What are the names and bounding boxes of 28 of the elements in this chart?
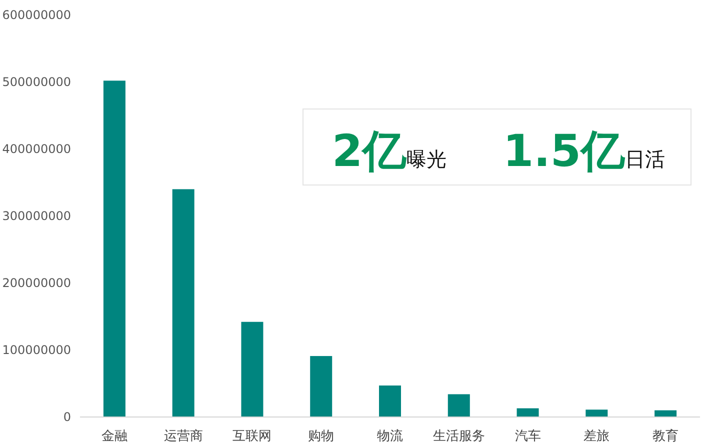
- bar: [241, 322, 264, 417]
- y-tick-label: 600000000: [2, 8, 71, 22]
- bar: [172, 189, 194, 417]
- x-tick-label: 物流: [377, 428, 403, 444]
- y-tick-label: 0: [63, 410, 71, 424]
- x-tick-label: 差旅: [584, 429, 610, 444]
- bar: [516, 408, 539, 417]
- y-tick-label: 100000000: [2, 343, 71, 357]
- y-tick-label: 400000000: [2, 142, 71, 156]
- bar: [379, 386, 401, 417]
- x-tick-label: 金融: [101, 429, 128, 444]
- bar: [586, 410, 608, 417]
- y-tick-label: 200000000: [2, 276, 71, 290]
- x-tick-label: 互联网: [232, 429, 272, 444]
- annotation: 曝光: [406, 147, 447, 171]
- x-tick-label: 生活服务: [432, 429, 485, 444]
- x-tick-label: 教育: [652, 428, 679, 444]
- annotation: 日活: [624, 147, 665, 171]
- bar: [310, 356, 332, 417]
- annotation: 2亿: [332, 126, 408, 177]
- x-tick-label: 购物: [308, 429, 334, 444]
- x-tick-label: 运营商: [164, 429, 203, 444]
- x-tick-label: 汽车: [514, 429, 541, 444]
- bar: [103, 80, 126, 417]
- annotation: 1.5亿: [503, 126, 626, 177]
- y-tick-label: 300000000: [2, 209, 71, 223]
- y-tick-label: 500000000: [2, 75, 71, 89]
- bar: [448, 394, 470, 417]
